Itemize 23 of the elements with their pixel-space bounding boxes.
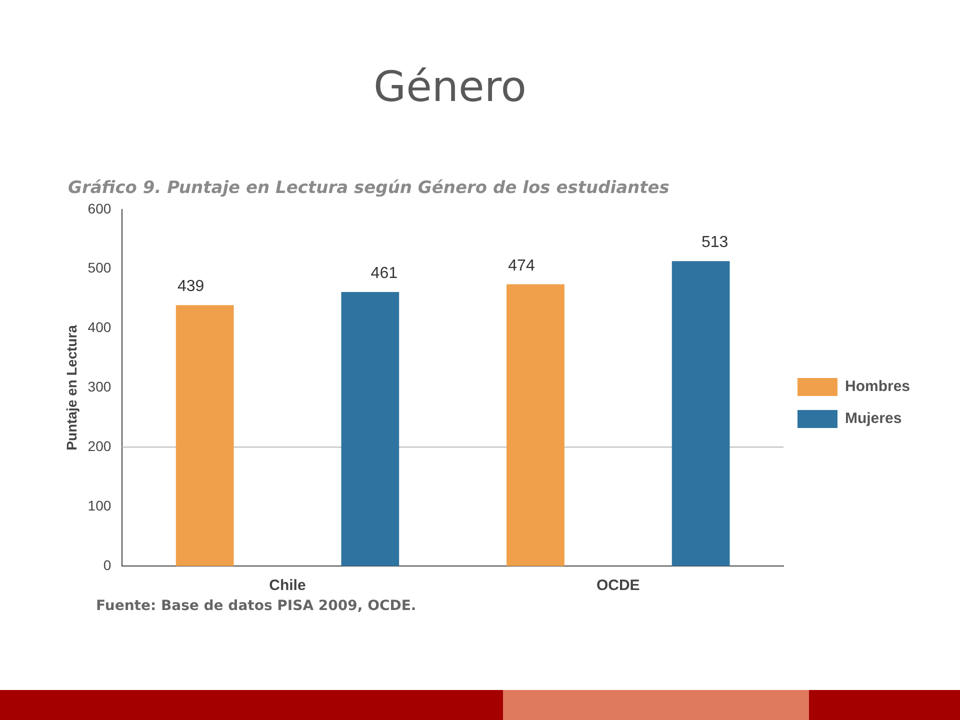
x-tick-label: OCDE xyxy=(596,577,640,594)
data-label: 461 xyxy=(370,265,398,282)
legend-label: Hombres xyxy=(844,378,910,396)
x-tick-label: Chile xyxy=(269,577,306,594)
chart-title: Género xyxy=(372,62,528,111)
legend-label: Mujeres xyxy=(844,410,902,428)
y-axis-title: Puntaje en Lectura xyxy=(63,324,80,450)
bar xyxy=(506,284,564,566)
chart-subtitle: Gráfico 9. Puntaje en Lectura según Género de los estudiantes xyxy=(68,178,670,198)
y-tick-label: 100 xyxy=(88,497,112,514)
data-label: 474 xyxy=(508,257,535,274)
y-tick-label: 300 xyxy=(88,378,112,395)
y-tick-label: 500 xyxy=(88,260,112,276)
data-label: 439 xyxy=(177,278,204,296)
y-tick-label: 0 xyxy=(103,556,112,573)
y-tick-label: 400 xyxy=(88,319,112,336)
y-tick-label: 200 xyxy=(88,438,112,454)
bar xyxy=(176,305,234,566)
y-tick-label: 600 xyxy=(88,200,112,216)
bar xyxy=(341,292,400,566)
source-note: Fuente: Base de datos PISA 2009, OCDE. xyxy=(96,598,416,614)
data-label: 513 xyxy=(701,234,728,252)
bar xyxy=(672,261,730,566)
